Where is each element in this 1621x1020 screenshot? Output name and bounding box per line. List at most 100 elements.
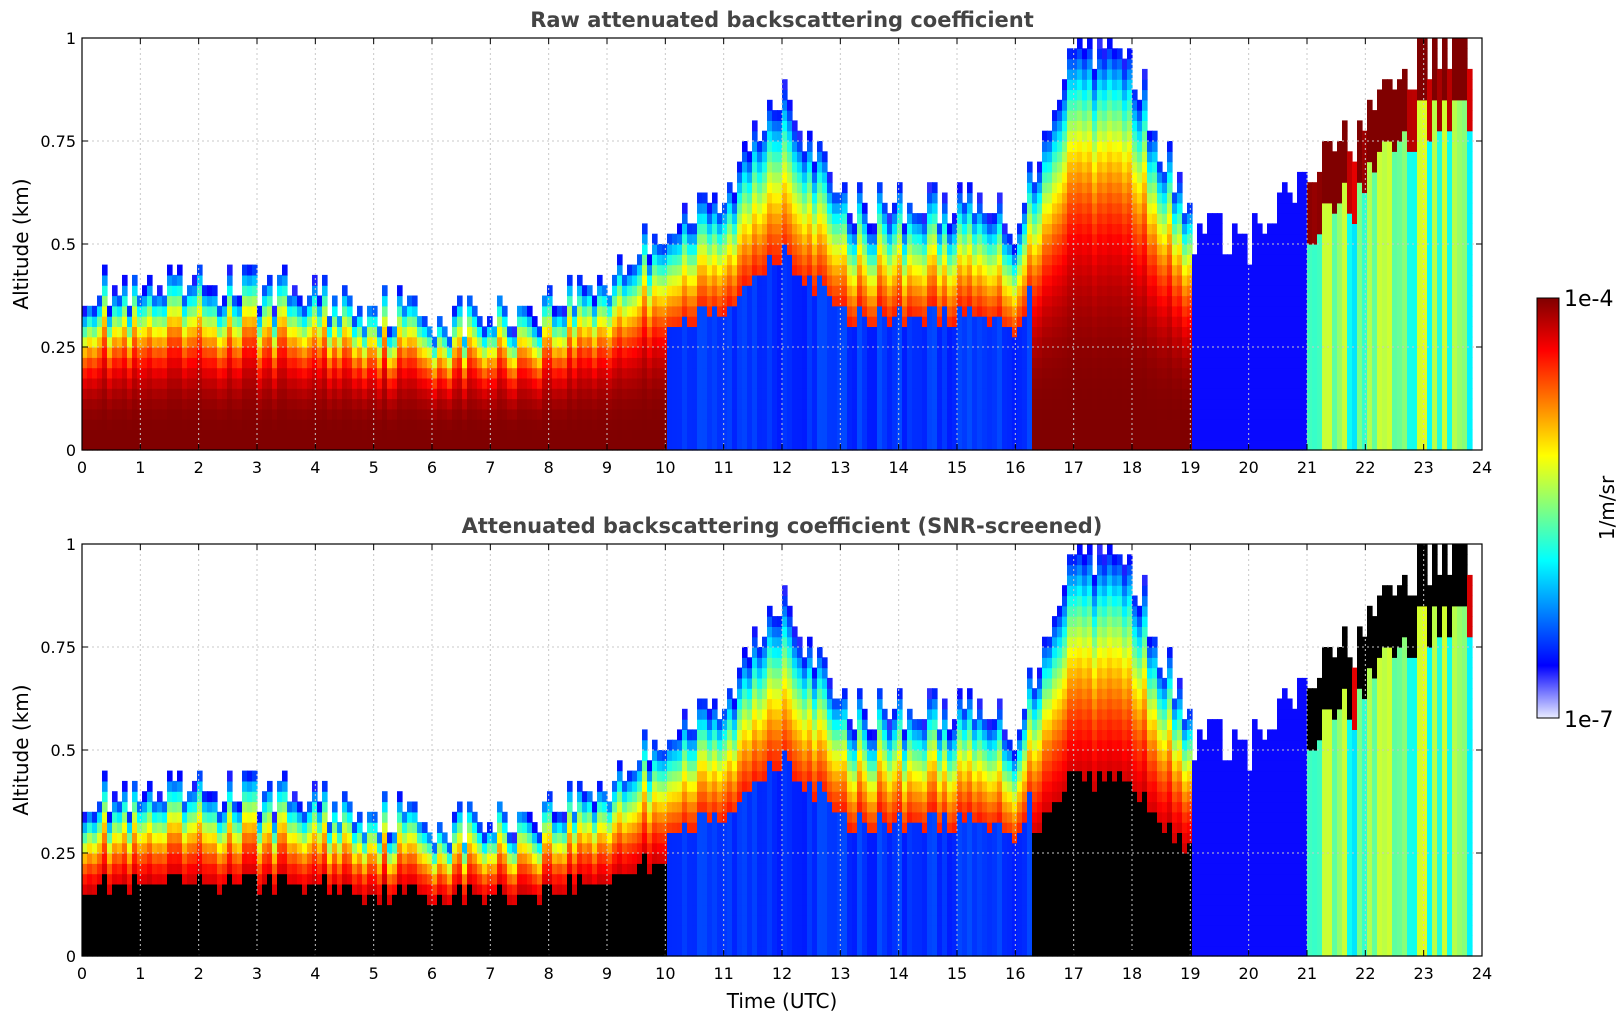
heatmap-cell (127, 439, 133, 451)
heatmap-cell (1222, 316, 1228, 327)
heatmap-cell (352, 357, 358, 369)
heatmap-cell (1122, 254, 1128, 266)
heatmap-cell (942, 388, 948, 400)
heatmap-cell (292, 408, 298, 420)
heatmap-cell (1102, 295, 1108, 307)
heatmap-cell (1147, 202, 1153, 214)
heatmap-cell (997, 192, 1003, 204)
heatmap-cell (957, 233, 963, 245)
heatmap-cell (287, 377, 293, 389)
heatmap-cell (617, 305, 623, 317)
heatmap-cell (1147, 141, 1153, 152)
heatmap-cell (257, 388, 263, 400)
heatmap-cell (437, 408, 443, 420)
heatmap-cell (562, 439, 568, 451)
heatmap-cell (642, 233, 648, 245)
heatmap-cell (1052, 141, 1058, 152)
heatmap-cell (637, 264, 643, 276)
heatmap-cell (1137, 388, 1143, 400)
heatmap-cell (897, 326, 903, 338)
heatmap-cell (282, 429, 288, 441)
heatmap-cell (1082, 326, 1088, 338)
heatmap-cell (887, 264, 893, 276)
heatmap-cell (1147, 326, 1153, 338)
heatmap-cell (777, 408, 783, 420)
heatmap-cell (162, 388, 168, 400)
heatmap-cell (377, 419, 383, 430)
heatmap-cell (1112, 68, 1118, 80)
heatmap-cell (372, 367, 378, 379)
heatmap-cell (532, 419, 538, 430)
heatmap-cell (777, 171, 783, 183)
heatmap-cell (167, 357, 173, 369)
heatmap-cell (752, 367, 758, 379)
heatmap-cell (782, 408, 788, 420)
heatmap-cell (1132, 398, 1138, 410)
heatmap-cell (107, 408, 113, 420)
heatmap-cell (382, 419, 388, 430)
heatmap-cell (957, 192, 963, 204)
heatmap-cell (1137, 192, 1143, 204)
heatmap-cell (677, 274, 683, 286)
heatmap-cell (1117, 254, 1123, 266)
heatmap-cell (1067, 316, 1073, 327)
heatmap-cell (792, 305, 798, 317)
heatmap-cell (1112, 429, 1118, 441)
heatmap-cell (647, 367, 653, 379)
heatmap-cell (792, 357, 798, 369)
heatmap-cell (857, 347, 863, 358)
heatmap-cell (1057, 347, 1063, 358)
heatmap-cell (1052, 161, 1058, 173)
heatmap-cell (1132, 274, 1138, 286)
heatmap-cell (747, 439, 753, 451)
heatmap-cell (147, 357, 153, 369)
heatmap-cell (992, 408, 998, 420)
heatmap-cell (702, 336, 708, 348)
heatmap-cell (97, 305, 103, 317)
heatmap-cell (277, 408, 283, 420)
heatmap-cell (357, 326, 363, 338)
heatmap-cell (1112, 171, 1118, 183)
heatmap-cell (362, 429, 368, 441)
heatmap-cell (967, 439, 973, 451)
heatmap-cell (627, 336, 633, 348)
heatmap-cell (777, 110, 783, 121)
heatmap-cell (1122, 419, 1128, 430)
heatmap-cell (672, 367, 678, 379)
heatmap-cell (752, 202, 758, 214)
heatmap-cell (622, 285, 628, 297)
heatmap-cell (912, 377, 918, 389)
heatmap-cell (1117, 99, 1123, 111)
heatmap-cell (1137, 336, 1143, 348)
heatmap-cell (972, 419, 978, 430)
heatmap-cell (1057, 419, 1063, 430)
heatmap-cell (362, 336, 368, 348)
heatmap-cell (887, 213, 893, 224)
heatmap-cell (1062, 151, 1068, 163)
heatmap-cell (242, 439, 248, 451)
heatmap-cell (412, 429, 418, 441)
heatmap-cell (832, 244, 838, 255)
heatmap-cell (882, 274, 888, 286)
heatmap-cell (742, 398, 748, 410)
heatmap-cell (107, 316, 113, 327)
heatmap-cell (1052, 326, 1058, 338)
heatmap-cell (1182, 326, 1188, 338)
heatmap-cell (282, 336, 288, 348)
heatmap-cell (357, 388, 363, 400)
heatmap-cell (947, 429, 953, 441)
heatmap-cell (1022, 316, 1028, 327)
heatmap-cell (332, 377, 338, 389)
heatmap-cell (1082, 161, 1088, 173)
heatmap-cell (972, 274, 978, 286)
heatmap-cell (1197, 398, 1203, 410)
heatmap-cell (252, 316, 258, 327)
heatmap-cell (1102, 336, 1108, 348)
heatmap-cell (1142, 439, 1148, 451)
heatmap-cell (342, 316, 348, 327)
heatmap-cell (1037, 202, 1043, 214)
heatmap-cell (867, 316, 873, 327)
heatmap-cell (117, 429, 123, 441)
heatmap-cell (927, 233, 933, 245)
heatmap-cell (607, 408, 613, 420)
